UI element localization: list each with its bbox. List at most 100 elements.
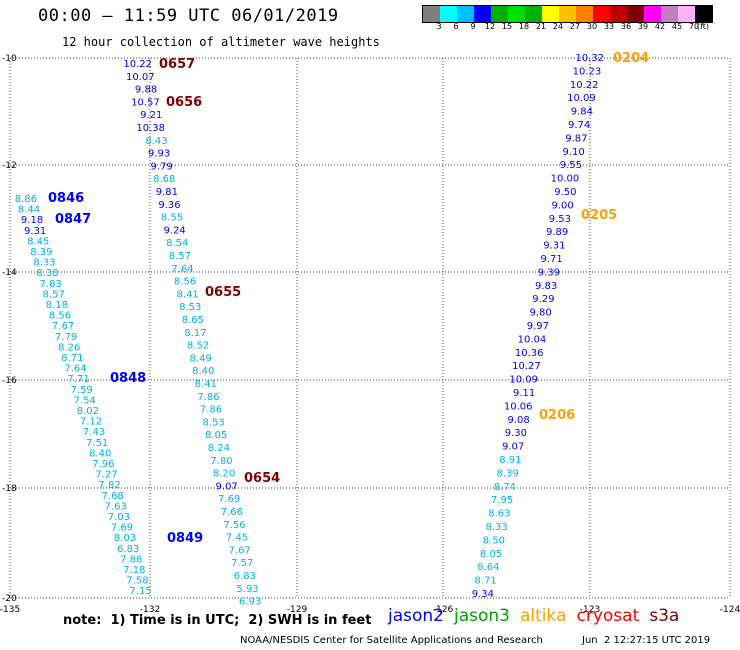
data-point-label: 6.93 bbox=[239, 597, 261, 608]
data-point-label: 9.07 bbox=[216, 481, 238, 492]
data-point-label: 7.43 bbox=[83, 427, 105, 438]
data-point-label: 7.59 bbox=[71, 385, 93, 396]
data-point-label: 7.83 bbox=[40, 279, 62, 290]
data-point-label: 9.80 bbox=[529, 308, 551, 319]
legend-s3a: s3a bbox=[649, 606, 680, 626]
time-label: 0206 bbox=[539, 408, 575, 423]
time-label: 0204 bbox=[613, 51, 649, 66]
data-point-label: 8.33 bbox=[33, 258, 55, 269]
data-point-label: 9.07 bbox=[502, 442, 524, 453]
data-point-label: 7.95 bbox=[491, 495, 513, 506]
data-point-label: 9.97 bbox=[527, 321, 549, 332]
x-tick-label: -135 bbox=[0, 605, 20, 615]
x-tick-label: -129 bbox=[287, 605, 308, 615]
data-point-label: 7.82 bbox=[98, 480, 120, 491]
data-point-label: 8.56 bbox=[174, 277, 196, 288]
colorbar-cell bbox=[542, 6, 559, 22]
data-point-label: 9.10 bbox=[562, 147, 584, 158]
colorbar-label: 9 bbox=[470, 22, 476, 31]
data-point-label: 10.32 bbox=[575, 53, 604, 64]
colorbar-label: 12 bbox=[484, 22, 496, 31]
data-point-label: 7.79 bbox=[55, 332, 77, 343]
data-point-label: 8.45 bbox=[27, 236, 49, 247]
data-point-label: 7.54 bbox=[74, 395, 96, 406]
data-point-label: 5.93 bbox=[236, 584, 258, 595]
data-point-label: 8.40 bbox=[192, 366, 214, 377]
data-point-label: 9.83 bbox=[535, 281, 557, 292]
colorbar-cell bbox=[423, 6, 440, 22]
data-point-label: 9.81 bbox=[156, 187, 178, 198]
data-point-label: 9.89 bbox=[546, 227, 568, 238]
colorbar-label: 70 bbox=[688, 22, 700, 31]
data-point-label: 9.50 bbox=[554, 187, 576, 198]
data-point-label: 8.39 bbox=[30, 247, 52, 258]
data-point-label: 8.86 bbox=[15, 194, 37, 205]
data-point-label: 10.07 bbox=[126, 72, 155, 83]
data-point-label: 8.55 bbox=[161, 213, 183, 224]
data-point-label: 9.34 bbox=[472, 589, 494, 600]
colorbar-labels: 3 6 9 12 15 18 21 24 27 30 33 36 39 42 45 70 (ft) bbox=[422, 22, 740, 36]
data-point-label: 7.27 bbox=[95, 470, 117, 481]
time-label: 0848 bbox=[110, 371, 146, 386]
x-tick-label: -132 bbox=[140, 605, 160, 615]
data-point-label: 8.39 bbox=[496, 468, 518, 479]
data-point-label: 7.86 bbox=[200, 405, 222, 416]
data-point-label: 8.53 bbox=[203, 417, 225, 428]
data-point-label: 8.26 bbox=[58, 342, 80, 353]
data-point-label: 7.69 bbox=[111, 523, 133, 534]
colorbar bbox=[422, 5, 713, 23]
time-label: 0849 bbox=[167, 531, 203, 546]
data-point-label: 8.20 bbox=[213, 469, 235, 480]
data-point-label: 9.87 bbox=[565, 133, 587, 144]
data-point-label: 9.00 bbox=[551, 200, 573, 211]
colorbar-cell bbox=[525, 6, 542, 22]
data-point-label: 9.08 bbox=[507, 415, 529, 426]
data-point-label: 8.71 bbox=[61, 353, 83, 364]
data-point-label: 8.50 bbox=[483, 535, 505, 546]
time-label: 0847 bbox=[55, 212, 91, 227]
data-point-label: 7.12 bbox=[80, 417, 102, 428]
colorbar-cell bbox=[508, 6, 525, 22]
data-point-label: 7.69 bbox=[218, 494, 240, 505]
y-tick-label: -12 bbox=[2, 161, 17, 171]
data-point-label: 8.52 bbox=[187, 341, 209, 352]
data-point-label: 8.43 bbox=[145, 136, 167, 147]
data-point-label: 8.68 bbox=[153, 174, 175, 185]
colorbar-label: 6 bbox=[453, 22, 459, 31]
data-point-label: 7.67 bbox=[52, 321, 74, 332]
time-label: 0655 bbox=[205, 285, 241, 300]
data-point-label: 7.57 bbox=[231, 558, 253, 569]
data-point-label: 8.53 bbox=[179, 302, 201, 313]
data-point-label: 10.57 bbox=[131, 97, 160, 108]
colorbar-label: (ft) bbox=[696, 22, 710, 31]
data-point-label: 8.18 bbox=[46, 300, 68, 311]
data-point-label: 8.05 bbox=[480, 549, 502, 560]
data-point-label: 7.45 bbox=[226, 533, 248, 544]
data-point-label: 7.56 bbox=[223, 520, 245, 531]
data-point-label: 8.33 bbox=[485, 522, 507, 533]
colorbar-label: 15 bbox=[501, 22, 513, 31]
data-point-label: 8.57 bbox=[43, 289, 65, 300]
data-point-label: 9.84 bbox=[571, 107, 593, 118]
data-point-label: 9.30 bbox=[505, 428, 527, 439]
colorbar-cell bbox=[491, 6, 508, 22]
data-point-label: 8.05 bbox=[205, 430, 227, 441]
data-point-label: 7.96 bbox=[92, 459, 114, 470]
colorbar-label: 21 bbox=[535, 22, 547, 31]
y-tick-label: -10 bbox=[2, 54, 17, 64]
data-point-label: 8.71 bbox=[474, 576, 496, 587]
chart-title: 00:00 – 11:59 UTC 06/01/2019 bbox=[38, 6, 339, 26]
data-point-label: 10.22 bbox=[123, 59, 152, 70]
y-tick-label: -20 bbox=[2, 594, 17, 604]
colorbar-label: 24 bbox=[552, 22, 564, 31]
data-point-label: 8.41 bbox=[177, 289, 199, 300]
colorbar-cell bbox=[559, 6, 576, 22]
colorbar-cell bbox=[440, 6, 457, 22]
data-point-label: 8.49 bbox=[190, 353, 212, 364]
chart-subtitle: 12 hour collection of altimeter wave hei… bbox=[62, 35, 380, 49]
credit-text: NOAA/NESDIS Center for Satellite Applica… bbox=[240, 635, 543, 646]
colorbar-cell bbox=[627, 6, 644, 22]
data-point-label: 10.27 bbox=[512, 361, 541, 372]
satellite-legend: jason2 jason3 altika cryosat s3a bbox=[388, 606, 689, 626]
colorbar-label: 45 bbox=[671, 22, 683, 31]
